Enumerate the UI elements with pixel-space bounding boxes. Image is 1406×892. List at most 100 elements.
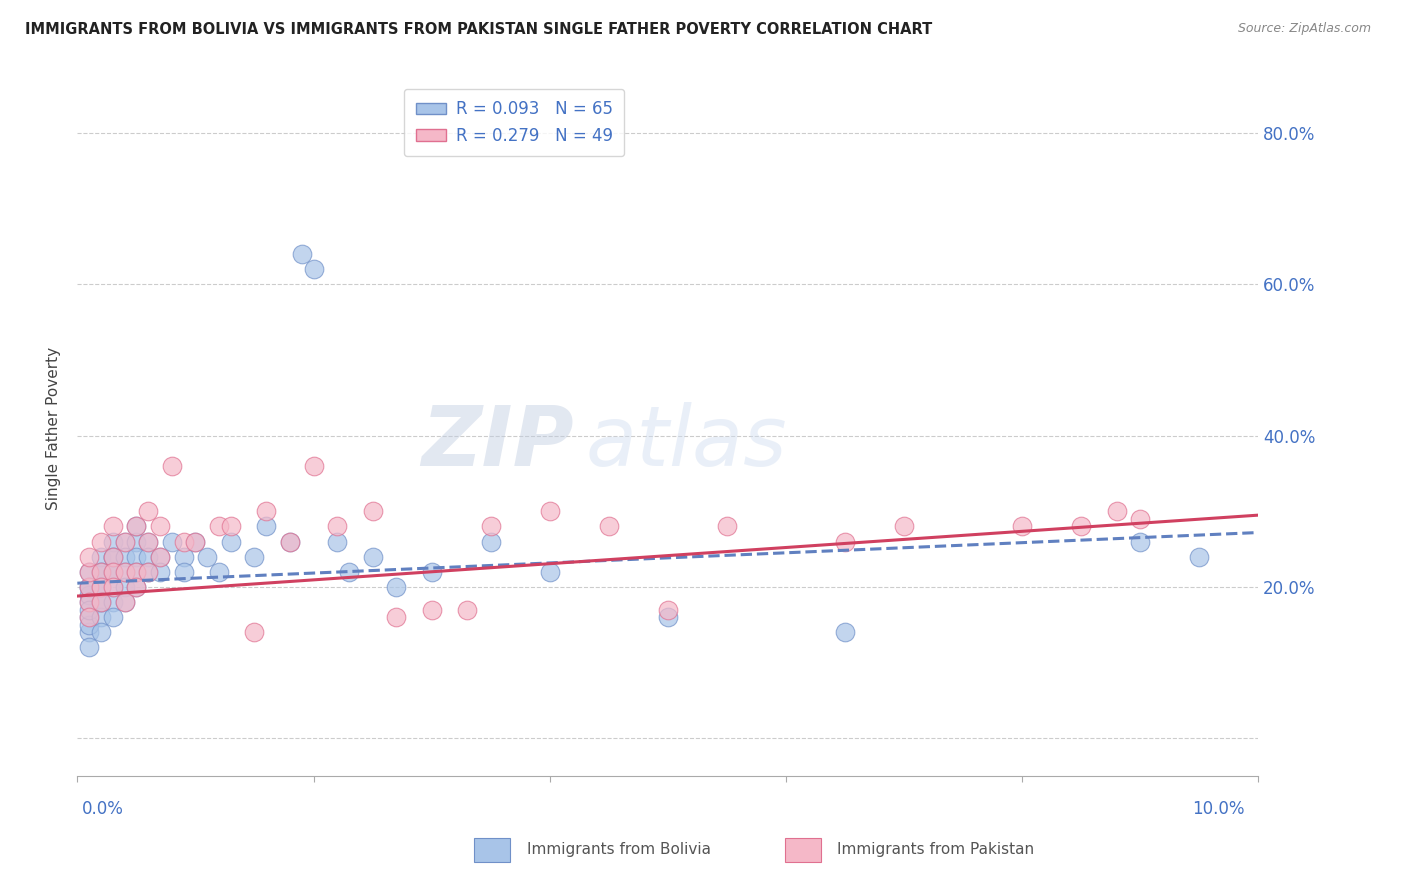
Text: atlas: atlas	[585, 401, 787, 483]
Point	[136, 504, 159, 518]
Point	[149, 549, 172, 564]
Point	[114, 595, 136, 609]
Point	[893, 519, 915, 533]
Point	[385, 580, 408, 594]
Point	[101, 580, 124, 594]
Point	[208, 565, 231, 579]
Point	[101, 519, 124, 533]
Point	[136, 565, 159, 579]
Point	[125, 519, 148, 533]
Text: ZIP: ZIP	[420, 401, 574, 483]
Point	[136, 534, 159, 549]
Point	[90, 565, 112, 579]
Point	[326, 534, 349, 549]
Point	[420, 602, 443, 616]
Point	[657, 602, 679, 616]
Point	[101, 549, 124, 564]
Point	[114, 565, 136, 579]
Point	[302, 262, 325, 277]
Point	[114, 549, 136, 564]
Point	[195, 549, 218, 564]
Point	[657, 610, 679, 624]
Point	[77, 588, 100, 602]
Text: 0.0%: 0.0%	[82, 799, 124, 817]
Point	[479, 534, 502, 549]
Point	[254, 504, 277, 518]
Point	[173, 549, 195, 564]
Point	[302, 458, 325, 473]
Point	[114, 534, 136, 549]
Point	[90, 625, 112, 640]
Point	[77, 580, 100, 594]
Point	[77, 610, 100, 624]
Point	[243, 625, 266, 640]
Point	[219, 519, 242, 533]
Point	[254, 519, 277, 533]
Point	[101, 565, 124, 579]
Point	[1129, 512, 1152, 526]
Point	[90, 580, 112, 594]
Point	[834, 625, 856, 640]
Point	[149, 565, 172, 579]
Text: 10.0%: 10.0%	[1192, 799, 1244, 817]
Text: Source: ZipAtlas.com: Source: ZipAtlas.com	[1237, 22, 1371, 36]
Point	[125, 565, 148, 579]
Point	[90, 595, 112, 609]
Point	[90, 610, 112, 624]
Point	[77, 640, 100, 655]
Point	[716, 519, 738, 533]
Point	[125, 534, 148, 549]
Point	[125, 580, 148, 594]
Point	[456, 602, 478, 616]
Point	[361, 504, 384, 518]
Point	[184, 534, 207, 549]
Point	[114, 580, 136, 594]
Point	[77, 595, 100, 609]
Point	[243, 549, 266, 564]
Point	[90, 534, 112, 549]
Point	[278, 534, 301, 549]
Point	[598, 519, 620, 533]
Point	[1070, 519, 1092, 533]
Point	[77, 617, 100, 632]
Point	[77, 610, 100, 624]
Text: IMMIGRANTS FROM BOLIVIA VS IMMIGRANTS FROM PAKISTAN SINGLE FATHER POVERTY CORREL: IMMIGRANTS FROM BOLIVIA VS IMMIGRANTS FR…	[25, 22, 932, 37]
Point	[184, 534, 207, 549]
Point	[125, 549, 148, 564]
Point	[160, 458, 183, 473]
Point	[1011, 519, 1033, 533]
Point	[385, 610, 408, 624]
Point	[90, 565, 112, 579]
Y-axis label: Single Father Poverty: Single Father Poverty	[46, 347, 62, 509]
Point	[326, 519, 349, 533]
Point	[114, 595, 136, 609]
Point	[101, 595, 124, 609]
Point	[77, 549, 100, 564]
Point	[834, 534, 856, 549]
Point	[160, 534, 183, 549]
Point	[291, 247, 314, 261]
Point	[420, 565, 443, 579]
Point	[90, 549, 112, 564]
Point	[1188, 549, 1211, 564]
Point	[101, 565, 124, 579]
Point	[361, 549, 384, 564]
Point	[1129, 534, 1152, 549]
Point	[77, 602, 100, 616]
Point	[136, 565, 159, 579]
Point	[101, 549, 124, 564]
Point	[90, 595, 112, 609]
Point	[77, 580, 100, 594]
Point	[173, 534, 195, 549]
Point	[538, 565, 561, 579]
Point	[101, 534, 124, 549]
Point	[149, 519, 172, 533]
Point	[101, 610, 124, 624]
Point	[337, 565, 360, 579]
Point	[125, 580, 148, 594]
Point	[125, 565, 148, 579]
Point	[77, 580, 100, 594]
Point	[77, 565, 100, 579]
Point	[278, 534, 301, 549]
Point	[136, 549, 159, 564]
